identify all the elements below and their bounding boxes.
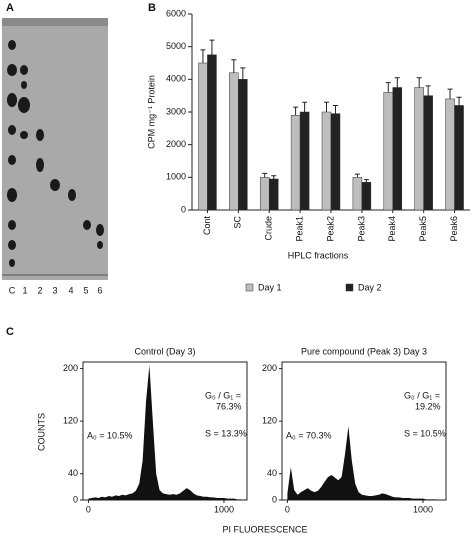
lane-label: 3 bbox=[52, 285, 57, 295]
annotation: S = 13.3% bbox=[205, 428, 247, 438]
error-bar bbox=[394, 77, 400, 88]
x-axis-label: PI FLUORESCENCE bbox=[222, 524, 307, 534]
y-tick-label: 6000 bbox=[166, 8, 186, 18]
y-tick-label: 0 bbox=[181, 204, 186, 214]
error-bar bbox=[302, 101, 308, 112]
legend-label: Day 1 bbox=[258, 282, 282, 292]
annotation: G₀ / G₁ = bbox=[205, 390, 241, 400]
x-tick-label: Peak4 bbox=[387, 216, 397, 242]
y-tick-label: 40 bbox=[68, 468, 78, 478]
lane-label: 6 bbox=[97, 285, 102, 295]
bar bbox=[290, 115, 301, 211]
error-bar bbox=[385, 82, 391, 93]
bar bbox=[445, 98, 455, 211]
error-bar bbox=[262, 172, 268, 178]
y-tick-label: 200 bbox=[262, 363, 277, 373]
chart-title: Pure compound (Peak 3) Day 3 bbox=[301, 346, 427, 356]
bar bbox=[352, 177, 363, 211]
bar bbox=[238, 79, 248, 211]
x-tick-label: 1000 bbox=[413, 504, 433, 514]
x-tick-label: Peak1 bbox=[294, 216, 304, 242]
y-axis-label: CPM mg⁻¹ Protein bbox=[146, 75, 156, 149]
error-bar bbox=[271, 175, 277, 179]
annotation: A₀ = 10.5% bbox=[87, 430, 133, 440]
bar bbox=[454, 105, 464, 211]
x-tick-label: SC bbox=[233, 216, 243, 229]
annotation: S = 10.5% bbox=[404, 428, 446, 438]
error-bar bbox=[209, 39, 215, 55]
lane-label: 2 bbox=[37, 285, 42, 295]
annotation: A₀ = 70.3% bbox=[286, 430, 332, 440]
error-bar bbox=[447, 88, 453, 99]
y-tick-label: 0 bbox=[272, 494, 277, 504]
panel-label: B bbox=[148, 2, 156, 14]
error-bar bbox=[456, 96, 462, 106]
bar bbox=[198, 62, 208, 211]
bar bbox=[423, 95, 433, 211]
lane-label: 4 bbox=[68, 285, 73, 295]
tlc-plate bbox=[2, 18, 108, 280]
y-tick-label: 4000 bbox=[166, 74, 186, 84]
bar bbox=[414, 87, 424, 211]
legend-label: Day 2 bbox=[358, 282, 382, 292]
lane-label: C bbox=[9, 285, 16, 295]
error-bar bbox=[363, 179, 369, 183]
error-bar bbox=[354, 173, 360, 178]
bar bbox=[259, 177, 270, 211]
y-tick-label: 200 bbox=[63, 363, 78, 373]
error-bar bbox=[200, 49, 206, 63]
annotation: 19.2% bbox=[415, 401, 441, 411]
lane-labels: C 1 2 3 4 5 6 bbox=[9, 285, 103, 295]
error-bar bbox=[416, 77, 422, 88]
x-tick-label: 1000 bbox=[214, 504, 234, 514]
y-tick-label: 40 bbox=[267, 468, 277, 478]
x-tick-label: Crude bbox=[264, 216, 274, 241]
error-bar bbox=[293, 106, 299, 116]
error-bar bbox=[231, 59, 237, 73]
bar bbox=[392, 87, 403, 211]
x-tick-label: Peak3 bbox=[356, 216, 366, 242]
histogram-area bbox=[287, 426, 444, 500]
error-bar bbox=[425, 85, 431, 96]
panel-label: C bbox=[6, 326, 14, 338]
bar bbox=[268, 178, 279, 211]
lane-label: 5 bbox=[83, 285, 88, 295]
y-tick-label: 0 bbox=[73, 494, 78, 504]
annotation: G₀ / G₁ = bbox=[404, 390, 440, 400]
y-tick-label: 2000 bbox=[166, 139, 186, 149]
y-tick-label: 5000 bbox=[166, 41, 186, 51]
chart-title: Control (Day 3) bbox=[134, 346, 195, 356]
bar bbox=[299, 111, 310, 211]
bar bbox=[361, 181, 372, 211]
error-bar bbox=[240, 67, 246, 80]
x-tick-label: Peak5 bbox=[418, 216, 428, 242]
bar bbox=[207, 54, 217, 211]
legend-swatch bbox=[345, 283, 354, 292]
x-tick-label: 0 bbox=[86, 504, 91, 514]
legend-swatch bbox=[245, 283, 254, 292]
bar bbox=[321, 111, 332, 211]
bar bbox=[229, 72, 239, 211]
x-tick-label: Cont bbox=[202, 216, 212, 236]
y-axis-label: COUNTS bbox=[36, 413, 46, 451]
bar bbox=[383, 92, 394, 211]
x-tick-label: Peak6 bbox=[449, 216, 459, 242]
error-bar bbox=[324, 101, 329, 112]
x-tick-label: 0 bbox=[285, 504, 290, 514]
y-tick-label: 1000 bbox=[166, 172, 186, 182]
y-tick-label: 120 bbox=[63, 416, 78, 426]
annotation: 76.3% bbox=[216, 401, 242, 411]
error-bar bbox=[333, 104, 338, 114]
y-tick-label: 120 bbox=[262, 416, 277, 426]
lane-label: 1 bbox=[22, 285, 27, 295]
panel-label: A bbox=[6, 2, 14, 14]
bar bbox=[330, 113, 341, 211]
y-tick-label: 3000 bbox=[166, 106, 186, 116]
x-axis-label: HPLC fractions bbox=[288, 250, 349, 260]
x-tick-label: Peak2 bbox=[325, 216, 335, 242]
